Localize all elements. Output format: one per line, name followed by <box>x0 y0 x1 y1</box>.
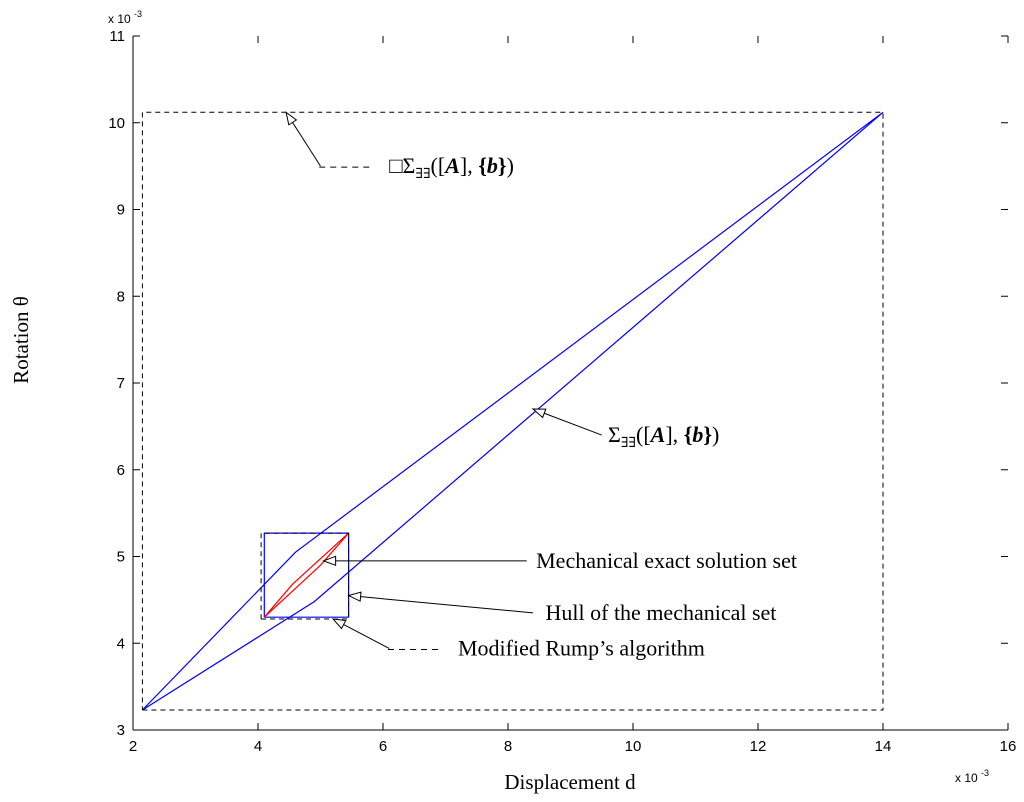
y-tick-label: 9 <box>117 202 125 219</box>
x-scale-label: x 10 -3 <box>955 768 989 785</box>
annotation-arrow-head <box>331 618 347 630</box>
y-tick-label: 7 <box>117 375 125 392</box>
x-tick-label: 4 <box>254 738 262 755</box>
annotation-label-part: ([ <box>431 153 446 178</box>
y-tick-label: 3 <box>117 722 125 739</box>
annotation-label-part: ) <box>507 153 514 178</box>
annotation-label-part: ], <box>460 153 478 178</box>
series-line-4 <box>141 111 884 711</box>
annotation-label-3: Hull of the mechanical set <box>546 600 777 625</box>
y-tick-label: 4 <box>117 635 125 652</box>
y-tick-label: 10 <box>108 115 125 132</box>
y-tick-label: 5 <box>117 549 125 566</box>
x-tick-label: 14 <box>875 738 892 755</box>
x-tick-label: 6 <box>379 738 387 755</box>
annotation-label-part: A <box>443 153 460 178</box>
annotation-label-part: } <box>498 153 507 178</box>
x-scale-exponent: -3 <box>981 768 989 778</box>
annotation-label-part: { <box>478 153 487 178</box>
annotation-label-part: □Σ <box>389 153 415 178</box>
y-tick-label: 8 <box>117 288 125 305</box>
y-scale-label: x 10 -3 <box>108 9 142 26</box>
annotation-label-part: ], <box>665 422 683 447</box>
annotation-label-part: A <box>649 422 666 447</box>
annotation-arrow-head <box>322 555 337 567</box>
x-tick-label: 12 <box>750 738 767 755</box>
annotation-layer: □Σ∃∃([A], {b})Σ∃∃([A], {b})Mechanical ex… <box>285 111 797 660</box>
plot-area-background <box>133 36 1008 730</box>
x-scale-base: x 10 <box>955 771 978 785</box>
x-tick-label: 8 <box>504 738 512 755</box>
annotation-arrow-head <box>531 408 547 419</box>
annotation-arrow-line <box>348 595 534 614</box>
annotation-label-part: b <box>692 422 703 447</box>
x-tick-label: 2 <box>129 738 137 755</box>
annotation-label-2: Mechanical exact solution set <box>536 548 797 573</box>
annotation-label-part: ∃∃ <box>415 167 430 182</box>
y-scale-exponent: -3 <box>134 9 142 19</box>
annotation-label-0: □Σ∃∃([A], {b}) <box>389 153 514 182</box>
annotation-label-part: ) <box>712 422 719 447</box>
annotation-arrow-head <box>347 591 362 602</box>
annotation-arrow-head <box>285 111 298 126</box>
annotation-label-4: Modified Rump’s algorithm <box>458 635 705 660</box>
series-layer <box>141 111 884 711</box>
x-tick-label: 10 <box>625 738 642 755</box>
series-line-3 <box>260 532 350 620</box>
annotation-label-part: { <box>684 422 693 447</box>
x-tick-label: 16 <box>1000 738 1017 755</box>
x-axis-label: Displacement d <box>504 770 636 794</box>
y-tick-label: 6 <box>117 462 125 479</box>
series-line-0 <box>141 111 884 711</box>
ticks-layer: 2 4 6 8 10 12 14 16 3 4 5 6 7 8 9 10 11 <box>108 28 1016 755</box>
annotation-label-part: b <box>487 153 498 178</box>
annotation-label-part: ([ <box>636 422 651 447</box>
annotation-label-part: } <box>703 422 712 447</box>
y-scale-base: x 10 <box>108 12 131 26</box>
annotation-label-part: ∃∃ <box>621 436 636 451</box>
annotation-label-part: Σ <box>608 422 621 447</box>
annotation-label-1: Σ∃∃([A], {b}) <box>608 422 719 451</box>
y-tick-label: 11 <box>109 28 125 45</box>
y-axis-label: Rotation θ <box>9 296 33 384</box>
